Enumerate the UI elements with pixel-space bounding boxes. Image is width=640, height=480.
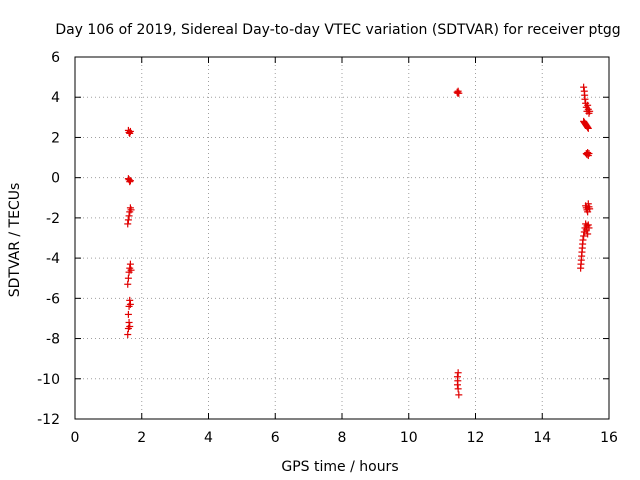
y-axis-label: SDTVAR / TECUs bbox=[7, 183, 23, 298]
y-tick-label: -4 bbox=[46, 251, 60, 267]
data-point bbox=[126, 322, 134, 330]
grid-lines bbox=[75, 57, 609, 419]
y-tick-label: 4 bbox=[51, 90, 60, 106]
data-point bbox=[126, 127, 134, 135]
x-tick-label: 6 bbox=[271, 430, 280, 446]
data-point bbox=[454, 385, 462, 393]
data-point bbox=[585, 150, 593, 158]
y-tick-label: -8 bbox=[46, 332, 60, 348]
x-tick-label: 16 bbox=[600, 430, 618, 446]
y-tick-labels: -12 -10 -8 -6 -4 -2 0 2 4 6 bbox=[37, 50, 60, 428]
data-point bbox=[124, 310, 132, 318]
data-point bbox=[453, 88, 461, 96]
chart-title: Day 106 of 2019, Sidereal Day-to-day VTE… bbox=[55, 22, 620, 38]
x-tick-label: 14 bbox=[533, 430, 551, 446]
y-tick-label: -12 bbox=[37, 412, 60, 428]
plot-frame bbox=[74, 56, 610, 420]
data-point bbox=[127, 206, 135, 214]
data-point bbox=[126, 260, 134, 268]
data-point bbox=[124, 220, 132, 228]
data-point bbox=[126, 296, 134, 304]
x-tick-label: 4 bbox=[204, 430, 213, 446]
x-tick-labels: 0 2 4 6 8 10 12 14 16 bbox=[71, 430, 618, 446]
x-tick-label: 8 bbox=[338, 430, 347, 446]
x-tick-label: 12 bbox=[467, 430, 485, 446]
data-point bbox=[455, 391, 463, 399]
data-point bbox=[581, 95, 589, 103]
y-tick-label: -6 bbox=[46, 291, 60, 307]
y-tick-label: 2 bbox=[51, 130, 60, 146]
data-point bbox=[580, 83, 588, 91]
data-point bbox=[584, 149, 592, 157]
data-point bbox=[586, 107, 594, 115]
data-points bbox=[124, 83, 594, 399]
x-tick-label: 2 bbox=[137, 430, 146, 446]
data-point bbox=[584, 221, 592, 229]
data-point bbox=[454, 369, 462, 377]
y-tick-label: 6 bbox=[51, 50, 60, 66]
y-tick-label: -10 bbox=[37, 372, 60, 388]
data-point bbox=[453, 381, 461, 389]
data-point bbox=[126, 177, 134, 185]
x-tick-label: 0 bbox=[71, 430, 80, 446]
data-point bbox=[584, 101, 592, 109]
data-point bbox=[586, 205, 594, 213]
data-point bbox=[580, 232, 588, 240]
data-point bbox=[124, 331, 132, 339]
data-point bbox=[125, 128, 133, 136]
data-point bbox=[579, 236, 587, 244]
y-tick-label: -2 bbox=[46, 211, 60, 227]
x-tick-label: 10 bbox=[400, 430, 418, 446]
data-point bbox=[584, 124, 592, 132]
data-point bbox=[124, 216, 132, 224]
data-point bbox=[127, 266, 135, 274]
data-point bbox=[125, 318, 133, 326]
data-point bbox=[584, 123, 592, 131]
data-point bbox=[125, 212, 133, 220]
data-point bbox=[126, 178, 134, 186]
data-point bbox=[124, 280, 132, 288]
data-point bbox=[455, 89, 463, 97]
data-point bbox=[126, 300, 134, 308]
data-point bbox=[585, 224, 593, 232]
data-point bbox=[584, 200, 592, 208]
x-axis-label: GPS time / hours bbox=[281, 459, 398, 475]
y-tick-label: 0 bbox=[51, 171, 60, 187]
data-point bbox=[584, 230, 592, 238]
data-point bbox=[124, 274, 132, 282]
